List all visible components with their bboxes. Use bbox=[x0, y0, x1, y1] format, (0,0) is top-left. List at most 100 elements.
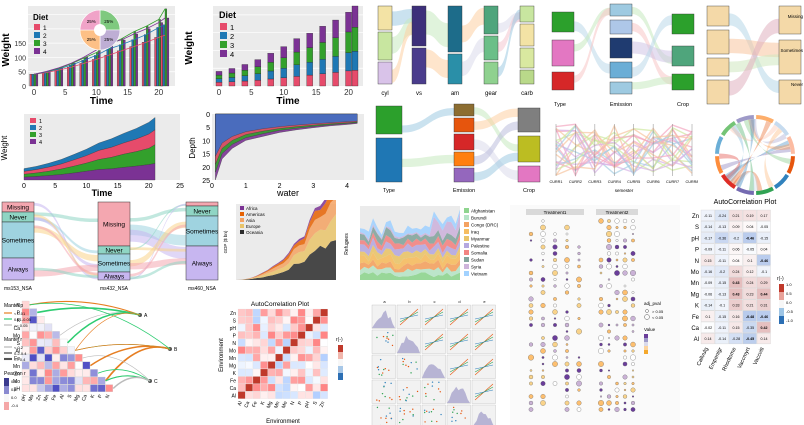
x-tick-label: 20 bbox=[145, 183, 153, 190]
bubble-point bbox=[540, 231, 546, 237]
bubble-point bbox=[614, 335, 620, 341]
cell-value: -0.1 bbox=[761, 270, 767, 274]
axis-label: vs bbox=[416, 91, 422, 97]
bubble-point bbox=[577, 284, 581, 288]
right-node bbox=[778, 5, 802, 35]
x-tick-label: 0 bbox=[210, 183, 214, 190]
size-legend-title: adj_pval bbox=[644, 301, 661, 306]
heat-cell bbox=[297, 346, 306, 354]
heat-cell bbox=[252, 361, 261, 369]
heat-cell bbox=[312, 353, 321, 362]
bubble-point bbox=[607, 349, 611, 353]
scatter-point bbox=[402, 389, 405, 391]
stratum-label: Always bbox=[8, 267, 29, 274]
chord-ribbon bbox=[735, 171, 759, 191]
scatter-point bbox=[431, 420, 433, 423]
bar bbox=[154, 37, 157, 87]
x-axis-label: Time bbox=[90, 96, 114, 106]
bubble-point bbox=[529, 258, 533, 262]
legend-swatch bbox=[464, 222, 469, 227]
heat-cell bbox=[312, 346, 321, 354]
legend-tick: 0.0 bbox=[786, 300, 792, 305]
heat-cell bbox=[52, 376, 60, 385]
depth-water-panel: 0 5 10 15 20 25 0 1 2 3 4 water Depth bbox=[188, 108, 368, 200]
bubble-point bbox=[565, 394, 569, 399]
alluvial-chart: Missing Never Sometimes Always Missing Never S… bbox=[2, 201, 219, 292]
heat-cell bbox=[756, 209, 771, 221]
heat-cell bbox=[252, 323, 261, 332]
heat-cell bbox=[290, 361, 298, 369]
scatter-point bbox=[409, 411, 411, 413]
emission-ribbon bbox=[632, 15, 672, 77]
x-axis-label: Time bbox=[276, 96, 300, 106]
legend-label: 4 bbox=[39, 140, 42, 146]
heat-cell bbox=[275, 331, 283, 339]
heat-cell bbox=[320, 331, 328, 339]
heat-cell bbox=[290, 353, 298, 362]
size-legend-dot bbox=[645, 309, 649, 313]
scatter-point bbox=[387, 338, 390, 340]
heat-cell bbox=[742, 209, 757, 221]
chord-arc bbox=[773, 120, 790, 137]
col-label: N bbox=[290, 400, 297, 406]
bubble-point bbox=[632, 233, 634, 235]
bubble-point bbox=[552, 335, 558, 341]
heat-cell bbox=[67, 384, 75, 392]
bubble-point bbox=[615, 258, 619, 262]
legend-tick: -1.0 bbox=[786, 318, 794, 323]
heat-cell bbox=[75, 361, 83, 370]
parallel-line bbox=[555, 124, 693, 176]
bubble-point bbox=[540, 290, 546, 295]
bubble-point bbox=[623, 225, 627, 230]
heat-cell bbox=[237, 368, 246, 377]
cyl-ribbon bbox=[392, 21, 412, 83]
sankey-cyl-panel: cyl vs am gear carb bbox=[372, 0, 542, 98]
cell-value: -0.48 bbox=[746, 315, 754, 319]
heat-cell bbox=[260, 353, 268, 362]
x-tick-label: 3 bbox=[311, 183, 315, 190]
heat-cell bbox=[29, 323, 37, 332]
y-axis-label: GDP ($ bn) bbox=[223, 230, 228, 253]
x-tick-label: 0 bbox=[22, 183, 26, 190]
y-tick-label: 150 bbox=[14, 41, 26, 48]
bar bbox=[108, 44, 111, 87]
pairs-cell bbox=[371, 404, 396, 425]
emission-node bbox=[551, 39, 575, 67]
pie-slice bbox=[79, 29, 101, 51]
heat-cell bbox=[75, 384, 83, 392]
stacked-bar bbox=[306, 62, 313, 76]
heat-cell bbox=[728, 254, 743, 266]
color-legend-title: Value bbox=[644, 327, 656, 332]
stacked-bar bbox=[351, 51, 359, 71]
cyl-node bbox=[411, 5, 427, 47]
heat-cell bbox=[756, 288, 771, 300]
heat-cell bbox=[237, 353, 246, 362]
legend-bin bbox=[4, 402, 9, 410]
cell-value: 0.43 bbox=[733, 292, 740, 296]
heat-cell bbox=[29, 384, 37, 392]
right-node bbox=[778, 39, 802, 75]
cell-value: -0.1 bbox=[719, 304, 725, 308]
cell-value: 0.1 bbox=[748, 259, 753, 263]
bubble-point bbox=[565, 381, 569, 386]
heat-cell bbox=[275, 368, 283, 377]
heat-cell bbox=[21, 354, 30, 362]
stratum-label: Missing bbox=[103, 222, 125, 229]
cell-value: -0.05 bbox=[746, 248, 754, 252]
cell-value: -0.35 bbox=[746, 326, 754, 330]
heat-cell bbox=[59, 376, 68, 385]
scatter-point bbox=[440, 413, 442, 416]
heat-cell bbox=[305, 383, 313, 392]
heat-cell bbox=[700, 209, 715, 221]
cell-value: 0.19 bbox=[747, 214, 754, 218]
heat-cell bbox=[297, 308, 306, 317]
trend-line bbox=[449, 364, 469, 370]
bubble-point bbox=[564, 374, 570, 380]
heat-cell bbox=[267, 338, 276, 347]
heat-cell bbox=[756, 254, 771, 266]
heat-cell bbox=[290, 368, 298, 377]
legend-label: 1 bbox=[39, 119, 42, 125]
stacked-bar bbox=[319, 26, 326, 43]
stacked-bar bbox=[351, 27, 359, 52]
